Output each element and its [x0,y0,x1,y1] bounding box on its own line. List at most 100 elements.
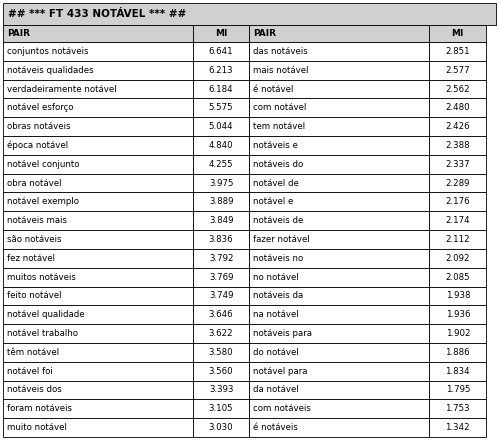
Text: tem notável: tem notável [253,122,305,131]
Bar [3,343,193,362]
Text: 6.641: 6.641 [209,47,234,56]
Text: é notável: é notável [253,84,294,94]
Text: 5.575: 5.575 [209,103,234,112]
Bar [193,117,250,136]
Text: obras notáveis: obras notáveis [7,122,70,131]
Text: 2.562: 2.562 [446,84,470,94]
Bar [250,80,430,99]
Text: 2.480: 2.480 [446,103,470,112]
Text: verdadeiramente notável: verdadeiramente notável [7,84,117,94]
Bar [3,80,193,99]
Text: das notáveis: das notáveis [253,47,308,56]
Bar [430,381,486,400]
Bar [3,192,193,211]
Bar [250,381,430,400]
Bar [430,136,486,155]
Bar [193,174,250,192]
Text: 2.289: 2.289 [446,179,470,187]
Bar [250,400,430,418]
Bar [430,61,486,80]
Text: 4.255: 4.255 [209,160,234,169]
Text: 6.213: 6.213 [209,66,234,75]
Text: notáveis qualidades: notáveis qualidades [7,66,94,75]
Bar [3,117,193,136]
Text: PAIR: PAIR [253,29,276,38]
Bar [3,400,193,418]
Bar [193,362,250,381]
Text: têm notável: têm notável [7,348,59,357]
Text: com notável: com notável [253,103,307,112]
Bar [250,42,430,61]
Bar [250,61,430,80]
Text: notável de: notável de [253,179,299,187]
Bar [193,211,250,230]
Text: 2.337: 2.337 [446,160,470,169]
Text: notáveis mais: notáveis mais [7,216,67,225]
Text: são notáveis: são notáveis [7,235,61,244]
Text: 1.753: 1.753 [446,404,470,413]
Text: notáveis para: notáveis para [253,329,312,338]
Text: feito notável: feito notável [7,291,61,301]
Text: ## *** FT 433 NOTÁVEL *** ##: ## *** FT 433 NOTÁVEL *** ## [8,9,186,19]
Text: da notável: da notável [253,385,299,395]
Bar [193,42,250,61]
Bar [250,286,430,305]
Text: 1.936: 1.936 [446,310,470,319]
Bar [250,25,430,42]
Bar [430,155,486,174]
Text: na notável: na notável [253,310,299,319]
Text: foram notáveis: foram notáveis [7,404,72,413]
Bar [3,211,193,230]
Bar [3,61,193,80]
Text: 1.902: 1.902 [446,329,470,338]
Bar [430,42,486,61]
Text: notável exemplo: notável exemplo [7,198,79,206]
Bar [193,80,250,99]
Text: 1.886: 1.886 [446,348,470,357]
Text: 3.393: 3.393 [209,385,234,395]
Text: 1.938: 1.938 [446,291,470,301]
Bar [193,99,250,117]
Text: notável foi: notável foi [7,367,53,376]
Bar [250,211,430,230]
Bar [430,230,486,249]
Text: 2.092: 2.092 [446,254,470,263]
Bar [430,174,486,192]
Bar [250,249,430,268]
Text: notáveis do: notáveis do [253,160,304,169]
Bar [430,211,486,230]
Text: 3.836: 3.836 [209,235,234,244]
Bar [250,117,430,136]
Bar [430,99,486,117]
Text: notáveis de: notáveis de [253,216,304,225]
Bar [3,249,193,268]
Text: 3.560: 3.560 [209,367,234,376]
Bar [3,418,193,437]
Text: 4.840: 4.840 [209,141,234,150]
Text: é notáveis: é notáveis [253,423,298,432]
Bar [193,381,250,400]
Bar [430,418,486,437]
Bar [193,249,250,268]
Text: 2.388: 2.388 [446,141,470,150]
Text: 3.889: 3.889 [209,198,234,206]
Text: 3.030: 3.030 [209,423,234,432]
Bar [193,400,250,418]
Bar [250,230,430,249]
Bar [250,268,430,286]
Bar [193,324,250,343]
Bar [193,25,250,42]
Bar [193,286,250,305]
Text: notável qualidade: notável qualidade [7,310,85,319]
Text: 5.044: 5.044 [209,122,234,131]
Bar [250,324,430,343]
Bar [193,343,250,362]
Bar [250,99,430,117]
Bar [250,136,430,155]
Text: época notável: época notável [7,141,68,150]
Bar [430,305,486,324]
Bar [3,230,193,249]
Text: muitos notáveis: muitos notáveis [7,273,76,282]
Bar [250,155,430,174]
Text: MI: MI [215,29,228,38]
